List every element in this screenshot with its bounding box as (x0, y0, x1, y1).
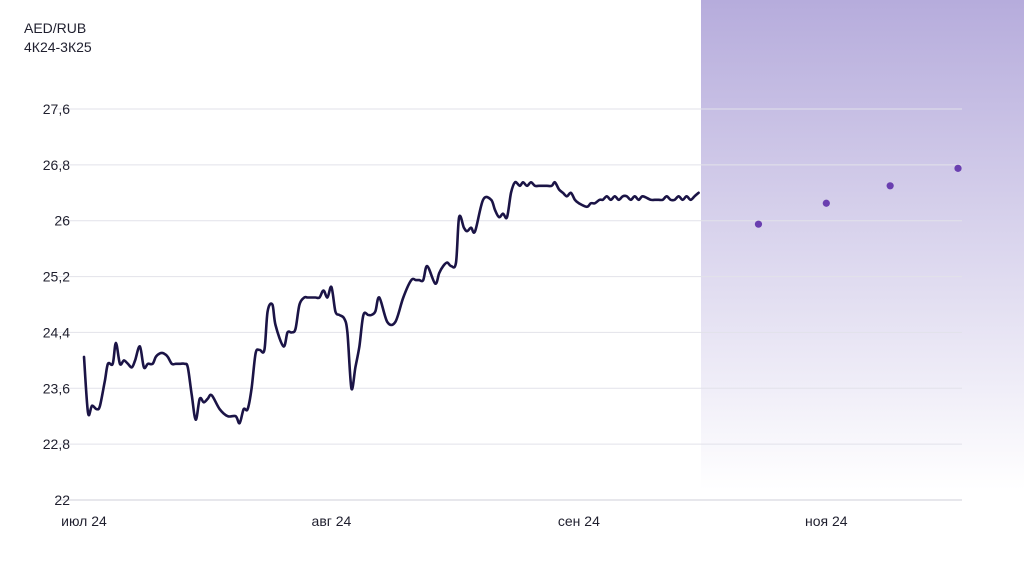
y-tick-label: 24,4 (43, 324, 70, 340)
y-tick-label: 22 (54, 492, 70, 508)
forecast-point (954, 164, 962, 172)
y-tick-label: 26 (54, 213, 70, 229)
y-tick-label: 23,6 (43, 380, 70, 396)
x-axis: июл 24 авг 24 сен 24 ноя 24 (61, 513, 848, 529)
grid-lines (56, 108, 962, 501)
forecast-region (701, 0, 1024, 490)
forecast-point (822, 199, 830, 207)
x-tick-label: июл 24 (61, 513, 107, 529)
y-tick-label: 26,8 (43, 157, 70, 173)
y-tick-label: 22,8 (43, 436, 70, 452)
chart-title: AED/RUB (24, 20, 87, 36)
forecast-point (754, 220, 763, 228)
forecast-point (886, 182, 894, 190)
y-axis: 22 22,8 23,6 24,4 25,2 26 26,8 27,6 (43, 101, 70, 508)
x-tick-label: авг 24 (312, 513, 352, 529)
x-tick-label: сен 24 (558, 513, 600, 529)
forecast-points (754, 164, 962, 228)
y-tick-label: 27,6 (43, 101, 70, 117)
x-tick-label: ноя 24 (805, 513, 848, 529)
chart-subtitle: 4К24-3К25 (24, 39, 92, 55)
y-tick-label: 25,2 (43, 269, 70, 285)
series-line-actual (82, 180, 700, 425)
chart-title-block: AED/RUB 4К24-3К25 (24, 19, 92, 57)
